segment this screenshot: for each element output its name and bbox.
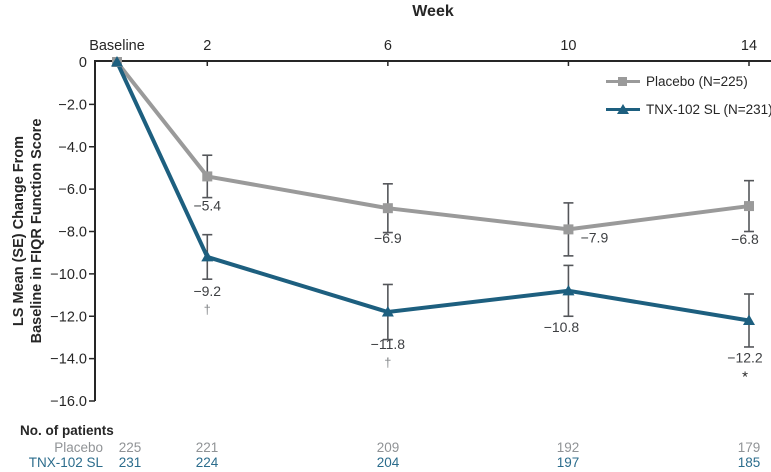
triangle-marker-icon xyxy=(617,104,629,114)
legend: Placebo (N=225) TNX-102 SL (N=231) xyxy=(606,72,771,128)
x-tick-label: 2 xyxy=(203,38,211,54)
point-label: −10.8 xyxy=(544,319,580,335)
patients-count-cell: 204 xyxy=(376,455,400,470)
patients-row-label-tnx: TNX-102 SL xyxy=(28,455,103,470)
x-axis-title: Week xyxy=(412,3,454,20)
y-tick-label: −6.0 xyxy=(58,182,87,198)
y-tick-label: −2.0 xyxy=(58,97,87,113)
placebo-point-marker xyxy=(382,203,393,214)
asterisk-significance-mark: * xyxy=(742,368,748,385)
dagger-significance-mark: † xyxy=(384,356,391,370)
point-label: −12.2 xyxy=(727,349,763,365)
y-tick-label: 0 xyxy=(79,55,87,71)
patients-count-cell: 224 xyxy=(195,455,219,470)
point-label: −7.9 xyxy=(581,229,609,245)
y-tick-label: −10.0 xyxy=(50,267,87,283)
tnx-point-marker xyxy=(743,314,755,325)
tnx-legend-marker xyxy=(606,100,640,119)
tnx-point-marker xyxy=(111,56,123,67)
placebo-point-marker xyxy=(202,171,213,182)
tnx-point-marker xyxy=(381,306,394,317)
legend-item-tnx: TNX-102 SL (N=231) xyxy=(606,100,771,119)
point-label: −6.8 xyxy=(731,231,759,247)
y-tick-label: −14.0 xyxy=(50,352,87,368)
patients-count-cell: 231 xyxy=(118,455,142,470)
point-label: −9.2 xyxy=(193,283,221,299)
patients-count-cell: 192 xyxy=(556,440,580,455)
patients-table-heading: No. of patients xyxy=(20,423,114,438)
point-label: −6.9 xyxy=(374,230,402,246)
point-label: −5.4 xyxy=(193,197,221,213)
placebo-point-marker xyxy=(744,201,754,212)
y-tick-label: −12.0 xyxy=(50,309,87,325)
patients-count-cell: 209 xyxy=(376,440,400,455)
point-label: −11.8 xyxy=(371,336,406,352)
legend-item-placebo: Placebo (N=225) xyxy=(606,72,771,91)
x-tick-label: 6 xyxy=(384,38,392,54)
y-tick-label: −8.0 xyxy=(58,225,87,241)
tnx-point-marker xyxy=(562,284,575,296)
dagger-significance-mark: † xyxy=(204,303,211,317)
patients-count-cell: 225 xyxy=(118,440,142,455)
patients-count-cell: 185 xyxy=(737,455,761,470)
x-tick-label: 14 xyxy=(741,38,757,54)
patients-row-label-placebo: Placebo xyxy=(54,440,103,455)
y-tick-label: −4.0 xyxy=(58,140,87,156)
x-tick-label: 10 xyxy=(560,38,576,54)
legend-label-placebo: Placebo (N=225) xyxy=(646,74,748,89)
square-marker-icon xyxy=(618,77,627,86)
placebo-legend-marker xyxy=(606,72,640,91)
y-tick-label: −16.0 xyxy=(50,394,87,410)
patients-count-cell: 221 xyxy=(195,440,219,455)
x-tick-label: Baseline xyxy=(89,38,145,54)
patients-count-cell: 197 xyxy=(556,455,580,470)
legend-label-tnx: TNX-102 SL (N=231) xyxy=(646,102,771,117)
patients-count-cell: 179 xyxy=(737,440,761,455)
tnx-point-marker xyxy=(201,250,214,262)
placebo-point-marker xyxy=(563,224,574,235)
